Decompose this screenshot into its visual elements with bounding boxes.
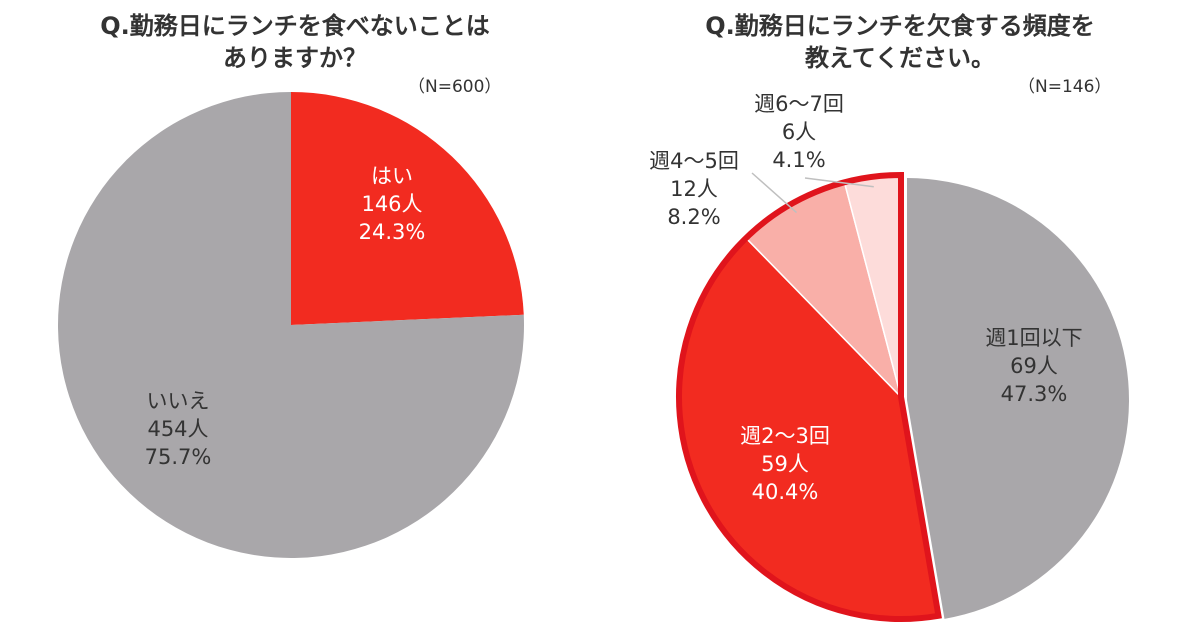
slice-label-0: 週1回以下 69人 47.3% — [985, 326, 1082, 406]
slice-label-1: 週2～3回 59人 40.4% — [740, 424, 830, 504]
highlighted-slice-group — [676, 171, 942, 622]
chart-frequency: Q.勤務日にランチを欠食する頻度を 教えてください。 （N=146） 週1回以下… — [600, 0, 1200, 638]
pie-chart-frequency: 週1回以下 69人 47.3% 週2～3回 59人 40.4% 週4～5回 12人 8.2%週6… — [649, 92, 1129, 622]
pie-chart-yes-no: はい 146人 24.3% いいえ 454人 75.7% — [57, 92, 524, 558]
chart-title-line-1: Q.勤務日にランチを欠食する頻度を — [705, 12, 1095, 40]
sample-size-label: （N=600） — [408, 77, 502, 97]
leader-line-2 — [751, 172, 798, 214]
chart-title: Q.勤務日にランチを食べないことは ありますか？ — [0, 10, 590, 74]
slice-label-3: 週6～7回 6人 4.1% — [754, 92, 844, 172]
chart-yes-no: Q.勤務日にランチを食べないことは ありますか？ （N=600） はい 146人 2… — [0, 0, 590, 638]
chart-title-line-1: Q.勤務日にランチを食べないことは — [100, 12, 490, 40]
slice-label-2: 週4～5回 12人 8.2% — [649, 149, 739, 229]
slice-label-1: いいえ 454人 75.7% — [145, 389, 212, 469]
sample-size-label: （N=146） — [1018, 77, 1112, 97]
chart-title-line-2: 教えてください。 — [804, 44, 996, 72]
pie-slice-0 — [291, 92, 524, 325]
slice-label-0: はい 146人 24.3% — [359, 164, 426, 244]
pie-slice-1 — [57, 92, 524, 558]
chart-title: Q.勤務日にランチを欠食する頻度を 教えてください。 — [600, 10, 1200, 74]
highlight-outline — [676, 171, 942, 622]
chart-title-line-2: ありますか？ — [223, 44, 367, 72]
pie-slice-0 — [907, 178, 1129, 619]
leader-line-3 — [804, 177, 874, 188]
